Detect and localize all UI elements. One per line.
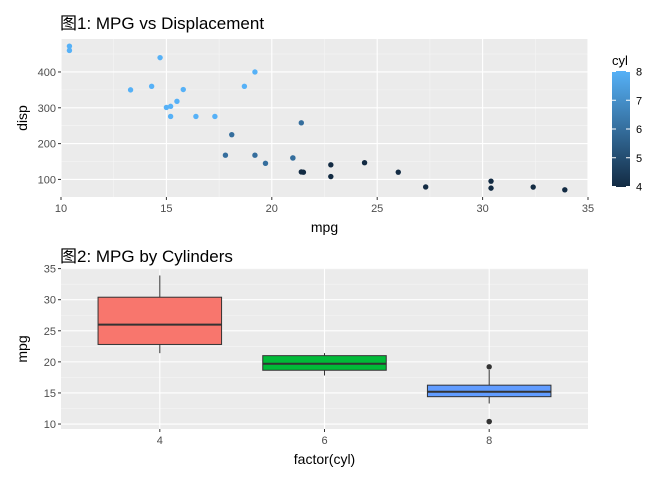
scatter-point [530,184,536,190]
scatter-x-tick-label: 35 [582,203,594,215]
scatter-point [66,43,73,49]
scatter-point [361,160,368,166]
scatter-point [127,87,134,93]
scatter-y-tick-label: 400 [38,67,56,79]
scatter-y-axis-label: disp [14,105,30,131]
scatter-x-axis-label: mpg [311,219,338,235]
scatter-point [163,104,170,111]
box-x-tick-label: 8 [486,435,492,447]
scatter-point [193,113,199,120]
scatter-point [328,173,334,180]
color-legend: cyl 4 5 6 7 8 [612,53,642,194]
scatter-chart: 图1: MPG vs Displacement 10 15 20 25 30 35 100… [14,14,642,235]
box-body [97,296,223,345]
scatter-y-tick-label: 300 [38,103,56,115]
scatter-point [252,69,258,75]
box-x-tick-label: 6 [321,435,327,447]
box-chart: 图2: MPG by Cylinders 4 6 8 10 15 20 25 30 35 fa… [14,247,588,467]
scatter-point [174,98,180,105]
scatter-point [167,103,174,110]
box-y-tick-label: 25 [44,326,56,338]
scatter-point [290,155,296,161]
scatter-point [167,113,174,120]
scatter-point [422,184,429,190]
box-y-tick-label: 20 [44,357,56,369]
scatter-point [395,169,401,175]
scatter-point [157,54,163,61]
box-y-tick-label: 10 [44,419,56,431]
scatter-y-tick-label: 100 [38,174,56,186]
scatter-point [148,83,155,89]
scatter-x-tick-label: 15 [160,203,172,215]
scatter-point [252,152,258,158]
scatter-point [488,178,494,184]
box-y-tick-label: 30 [44,295,56,307]
box-y-tick-label: 35 [44,264,56,276]
scatter-point [222,152,229,158]
scatter-point [562,187,568,193]
scatter-point [262,160,269,167]
scatter-point [241,83,248,89]
scatter-point [66,47,73,54]
scatter-point [229,131,235,138]
scatter-point [328,162,334,168]
scatter-y-tick-label: 200 [38,139,56,151]
box-outlier-point [486,364,492,370]
legend-tick-label: 5 [636,153,642,165]
box-x-tick-label: 4 [157,435,163,447]
scatter-point [298,120,305,126]
legend-tick-label: 8 [636,67,642,79]
scatter-point [488,185,494,191]
box-y-tick-label: 15 [44,388,56,400]
box-y-axis-label: mpg [14,335,30,362]
scatter-x-tick-label: 25 [371,203,383,215]
legend-tick-label: 7 [636,95,642,107]
chart-title-1: 图1: MPG vs Displacement [60,14,264,33]
box-x-axis-label: factor(cyl) [294,451,355,467]
legend-tick-label: 6 [636,124,642,136]
scatter-point [212,113,218,120]
scatter-x-tick-label: 10 [55,203,67,215]
scatter-point [298,169,305,175]
scatter-point [180,86,186,93]
box-outlier-point [486,418,492,425]
chart-title-2: 图2: MPG by Cylinders [60,247,233,266]
scatter-x-tick-label: 20 [266,203,278,215]
legend-tick-label: 4 [636,182,642,194]
legend-title: cyl [612,53,628,68]
legend-colorbar [612,71,630,187]
scatter-x-tick-label: 30 [476,203,488,215]
